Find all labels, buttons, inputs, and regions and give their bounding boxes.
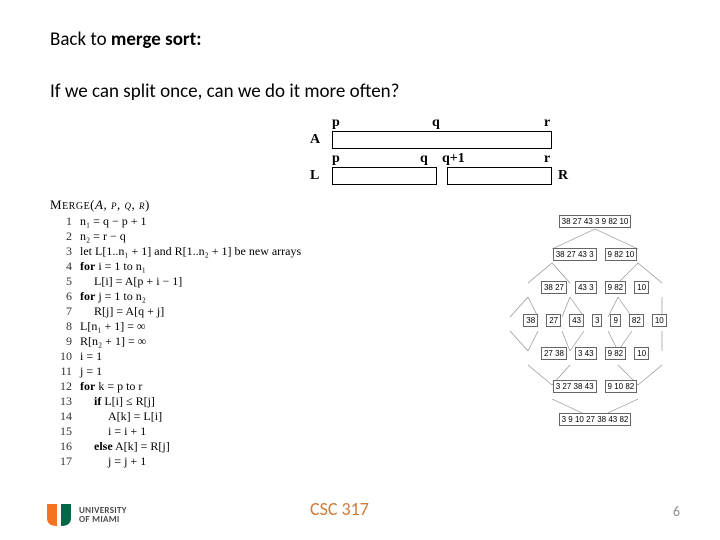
algo-head: MERGE(A, p, q, r) xyxy=(50,197,301,214)
ptr-q2: q xyxy=(420,151,428,167)
algo-line: 14A[k] = L[i] xyxy=(50,409,301,424)
footer-course: CSC 317 xyxy=(310,498,369,520)
slide-subtitle: If we can split once, can we do it more … xyxy=(50,80,399,103)
ptr-r: r xyxy=(544,115,550,131)
algo-line: 8L[n₁ + 1] = ∞ xyxy=(50,319,301,334)
title-bold: merge sort: xyxy=(111,28,202,51)
tree-node: 38 xyxy=(523,314,538,327)
algo-line: 6for j = 1 to n₂ xyxy=(50,289,301,304)
ptr-q: q xyxy=(432,115,440,131)
tree-node: 3 43 xyxy=(575,347,597,360)
tree-node: 38 27 43 3 9 82 10 xyxy=(559,215,632,228)
tree-node: 9 10 82 xyxy=(605,380,638,393)
tree-level: 38 27 43 39 82 10 xyxy=(490,314,700,327)
array-A-label: A xyxy=(310,132,332,148)
array-A-box xyxy=(332,131,552,149)
algo-line: 13if L[i] ≤ R[j] xyxy=(50,394,301,409)
university-logo: UNIVERSITY OF MIAMI xyxy=(45,502,127,528)
footer-page-number: 6 xyxy=(673,503,680,520)
algo-line: 16else A[k] = R[j] xyxy=(50,439,301,454)
array-R-label: R xyxy=(558,168,568,184)
tree-node: 27 38 xyxy=(541,347,567,360)
ptr-p: p xyxy=(332,115,340,131)
algo-line: 7R[j] = A[q + j] xyxy=(50,304,301,319)
array-R-box xyxy=(447,167,552,185)
logo-u-icon xyxy=(45,502,73,528)
tree-node: 38 27 xyxy=(541,281,567,294)
algo-line: 11j = 1 xyxy=(50,364,301,379)
ptr-p2: p xyxy=(332,151,340,167)
algo-line: 5L[i] = A[p + i − 1] xyxy=(50,274,301,289)
algo-line: 9R[n₂ + 1] = ∞ xyxy=(50,334,301,349)
tree-level: 3 27 38 43 9 10 82 xyxy=(490,380,700,393)
slide-title: Back to merge sort: xyxy=(50,28,202,51)
tree-level: 38 27 43 3 9 82 10 xyxy=(490,215,700,228)
tree-node: 9 82 xyxy=(605,281,627,294)
tree-node: 27 xyxy=(546,314,561,327)
tree-node: 43 xyxy=(569,314,584,327)
title-prefix: Back to xyxy=(50,28,111,51)
algo-line: 17j = j + 1 xyxy=(50,454,301,469)
tree-level: 38 27 43 3 9 82 10 xyxy=(490,248,700,261)
array-diagram: p q r A p q q+1 r L R xyxy=(310,115,568,187)
tree-node: 38 27 43 3 xyxy=(553,248,597,261)
tree-node: 3 xyxy=(592,314,602,327)
tree-node: 3 9 10 27 38 43 82 xyxy=(559,413,632,426)
algorithm-block: MERGE(A, p, q, r) 1n₁ = q − p + 12n₂ = r… xyxy=(50,197,301,469)
array-L-label: L xyxy=(310,168,332,184)
tree-node: 3 27 38 43 xyxy=(553,380,597,393)
tree-level: 38 27 43 3 9 82 10 xyxy=(490,281,700,294)
algo-line: 4for i = 1 to n₁ xyxy=(50,259,301,274)
tree-node: 10 xyxy=(634,347,649,360)
logo-line2: OF MIAMI xyxy=(79,515,127,524)
tree-node: 9 xyxy=(610,314,620,327)
algo-line: 2n₂ = r − q xyxy=(50,229,301,244)
algo-line: 1n₁ = q − p + 1 xyxy=(50,214,301,229)
logo-text: UNIVERSITY OF MIAMI xyxy=(79,506,127,524)
array-L-box xyxy=(332,167,437,185)
ptr-r2: r xyxy=(544,151,550,167)
tree-node: 10 xyxy=(652,314,667,327)
tree-node: 10 xyxy=(634,281,649,294)
algo-line: 3let L[1..n₁ + 1] and R[1..n₂ + 1] be ne… xyxy=(50,244,301,259)
tree-node: 9 82 xyxy=(605,347,627,360)
tree-node: 43 3 xyxy=(575,281,597,294)
tree-node: 9 82 10 xyxy=(605,248,638,261)
tree-level: 3 9 10 27 38 43 82 xyxy=(490,413,700,426)
ptr-q1: q+1 xyxy=(442,151,465,167)
tree-node: 82 xyxy=(629,314,644,327)
tree-level: 27 38 3 43 9 82 10 xyxy=(490,347,700,360)
algo-line: 12for k = p to r xyxy=(50,379,301,394)
merge-tree: 38 27 43 3 9 82 1038 27 43 39 82 1038 27… xyxy=(490,215,700,446)
algo-line: 15i = i + 1 xyxy=(50,424,301,439)
algo-line: 10i = 1 xyxy=(50,349,301,364)
